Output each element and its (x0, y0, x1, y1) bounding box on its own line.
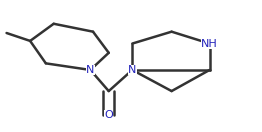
Text: N: N (128, 65, 137, 75)
Text: O: O (104, 110, 113, 120)
Text: NH: NH (201, 39, 218, 49)
Text: N: N (86, 65, 95, 75)
